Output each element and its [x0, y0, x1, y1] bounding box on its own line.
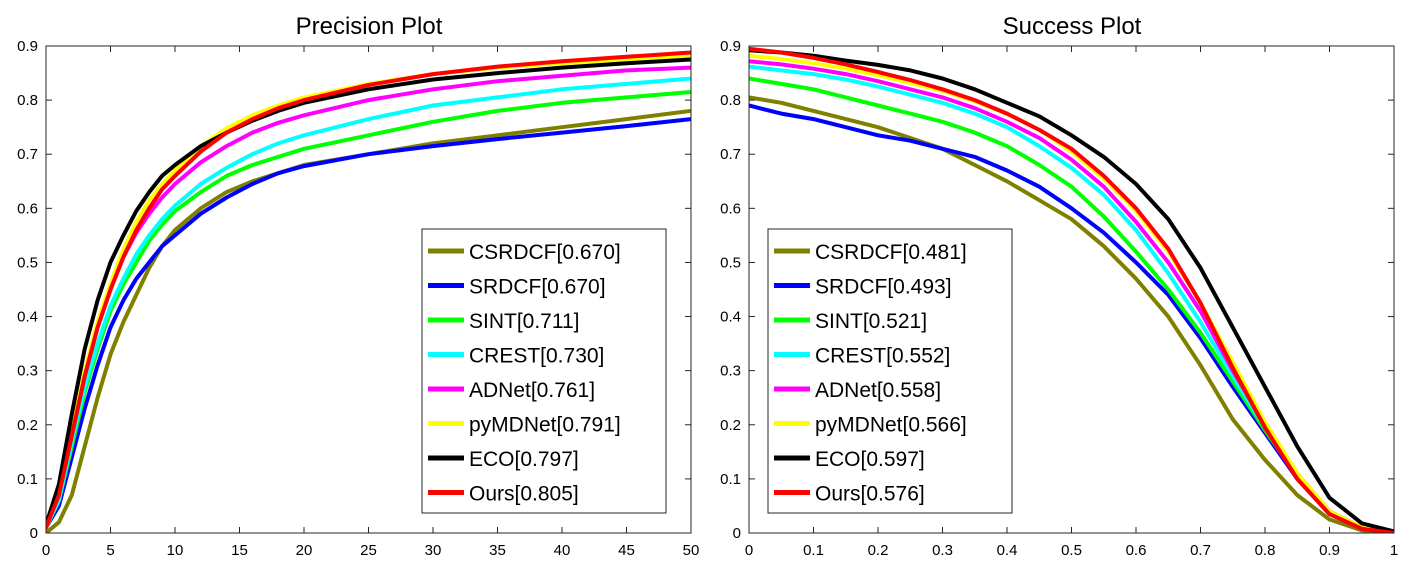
success-x-tick-label: 0.9 [1319, 542, 1340, 559]
precision-series-srdcf [46, 117, 691, 530]
precision-x-tick-label: 0 [42, 542, 50, 559]
precision-plot-title: Precision Plot [296, 13, 443, 40]
success-y-tick-label: 0.3 [720, 363, 741, 380]
precision-legend-label-eco: ECO[0.797] [469, 448, 579, 471]
precision-x-tick-label: 25 [360, 542, 377, 559]
precision-series-csrdcf [46, 108, 691, 533]
precision-plot: Precision Plot 0 5 10 15 20 25 30 35 40 45 50 0 0.1 0… [17, 13, 699, 559]
precision-series-ours [46, 50, 691, 530]
success-x-tick-label: 0.4 [997, 542, 1018, 559]
precision-series-eco [46, 57, 691, 527]
precision-series-crest [46, 76, 691, 530]
precision-y-tick-label: 0.4 [17, 309, 38, 326]
success-series-eco [749, 48, 1394, 533]
precision-legend-label-crest: CREST[0.730] [469, 345, 604, 368]
precision-legend-label-adnet: ADNet[0.761] [469, 379, 595, 402]
precision-x-tick-label: 35 [489, 542, 506, 559]
precision-x-tick-label: 20 [296, 542, 313, 559]
precision-y-tick-label: 0.9 [17, 38, 38, 55]
success-plot: Success Plot 0 0.1 0.2 0.3 0.4 0.5 0.6 0.7 0.8 0.… [720, 13, 1398, 559]
success-legend-label-pymdnet: pyMDNet[0.566] [815, 414, 967, 437]
precision-x-tick-label: 45 [618, 542, 635, 559]
precision-legend-label-sint: SINT[0.711] [469, 310, 580, 333]
success-plot-title: Success Plot [1003, 13, 1142, 40]
precision-x-tick-label: 40 [554, 542, 571, 559]
success-y-tick-label: 0.7 [720, 146, 741, 163]
success-series-csrdcf [749, 95, 1394, 533]
success-x-tick-label: 0.2 [868, 542, 889, 559]
precision-legend: CSRDCF[0.670] SRDCF[0.670] SINT[0.711] CRES… [421, 228, 667, 514]
success-legend-label-eco: ECO[0.597] [815, 448, 925, 471]
precision-y-tick-label: 0.2 [17, 417, 38, 434]
precision-legend-label-csrdcf: CSRDCF[0.670] [469, 241, 621, 264]
success-y-tick-label: 0.1 [720, 471, 741, 488]
success-y-tick-label: 0 [733, 525, 741, 542]
success-legend-label-ours: Ours[0.576] [815, 483, 925, 506]
precision-x-tick-label: 10 [167, 542, 184, 559]
precision-legend-label-ours: Ours[0.805] [469, 483, 579, 506]
precision-x-tick-label: 30 [425, 542, 442, 559]
success-x-tick-label: 0.3 [932, 542, 953, 559]
success-y-tick-label: 0.4 [720, 309, 741, 326]
success-x-tick-label: 0 [745, 542, 753, 559]
success-legend-label-crest: CREST[0.552] [815, 345, 950, 368]
success-legend-box [767, 228, 1013, 514]
precision-y-tick-label: 0.7 [17, 146, 38, 163]
success-legend-label-adnet: ADNet[0.558] [815, 379, 941, 402]
success-legend-label-sint: SINT[0.521] [815, 310, 927, 333]
precision-y-tick-label: 0.1 [17, 471, 38, 488]
precision-y-tick-label: 0.5 [17, 254, 38, 271]
precision-x-tick-label: 50 [683, 542, 700, 559]
success-y-tick-label: 0.2 [720, 417, 741, 434]
success-legend: CSRDCF[0.481] SRDCF[0.493] SINT[0.521] CRES… [767, 228, 1013, 514]
precision-legend-label-srdcf: SRDCF[0.670] [469, 276, 606, 299]
success-x-tick-label: 0.7 [1190, 542, 1211, 559]
precision-y-tick-label: 0.3 [17, 363, 38, 380]
precision-legend-label-pymdnet: pyMDNet[0.791] [469, 414, 621, 437]
precision-y-tick-label: 0.8 [17, 92, 38, 109]
precision-y-tick-label: 0 [30, 525, 38, 542]
success-x-tick-label: 0.8 [1255, 542, 1276, 559]
success-x-tick-label: 0.6 [1126, 542, 1147, 559]
precision-x-tick-label: 5 [106, 542, 114, 559]
success-series-pymdnet [749, 53, 1394, 533]
success-x-tick-label: 1 [1390, 542, 1398, 559]
success-legend-label-csrdcf: CSRDCF[0.481] [815, 241, 967, 264]
precision-y-tick-label: 0.6 [17, 200, 38, 217]
success-y-tick-label: 0.6 [720, 200, 741, 217]
precision-x-tick-label: 15 [231, 542, 248, 559]
success-y-tick-label: 0.8 [720, 92, 741, 109]
success-x-tick-label: 0.1 [803, 542, 824, 559]
success-legend-label-srdcf: SRDCF[0.493] [815, 276, 952, 299]
precision-legend-box [421, 228, 667, 514]
success-series-ours [749, 46, 1394, 533]
success-y-tick-label: 0.9 [720, 38, 741, 55]
success-y-tick-label: 0.5 [720, 254, 741, 271]
success-x-tick-label: 0.5 [1061, 542, 1082, 559]
